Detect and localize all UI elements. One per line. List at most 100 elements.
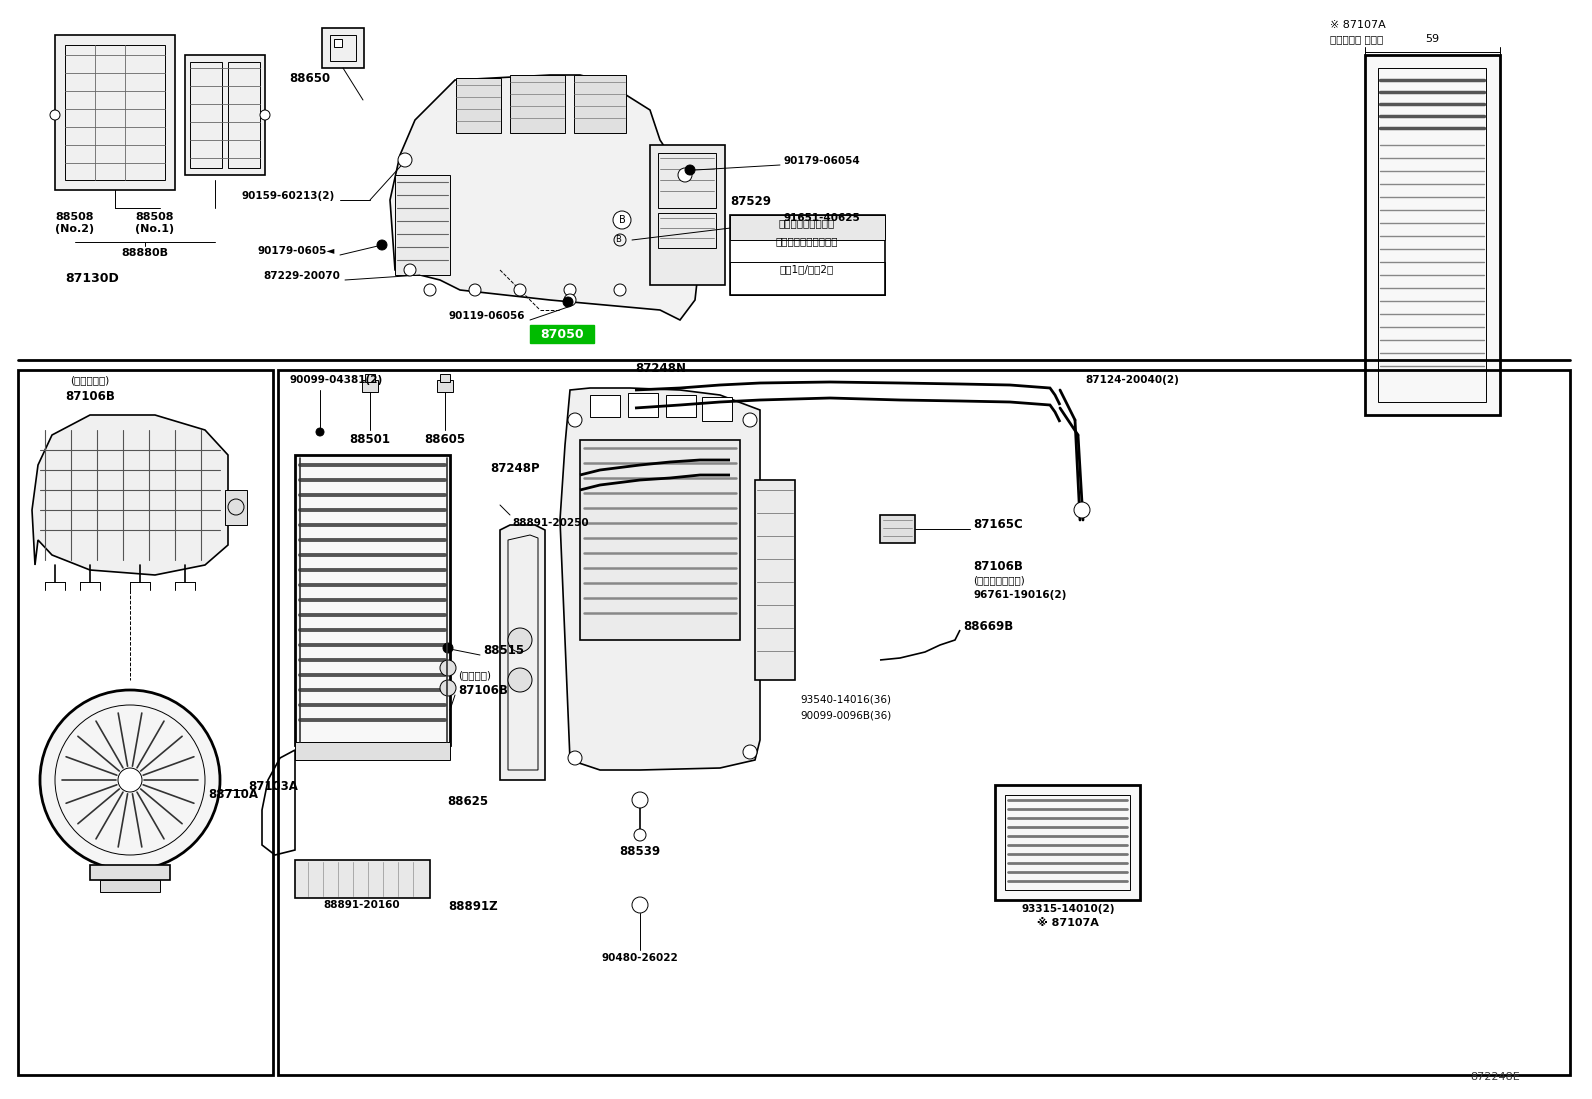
Circle shape	[404, 264, 416, 276]
Text: 88880B: 88880B	[121, 248, 169, 258]
Bar	[228, 62, 259, 168]
Text: 清掃1年/交換2年: 清掃1年/交換2年	[780, 264, 834, 274]
Text: 88508: 88508	[56, 212, 94, 222]
Bar	[579, 440, 740, 640]
Text: 88650: 88650	[290, 73, 331, 85]
Text: 90159-60213(2): 90159-60213(2)	[242, 191, 334, 201]
Circle shape	[634, 829, 646, 841]
Circle shape	[423, 284, 436, 296]
Circle shape	[508, 668, 532, 692]
Bar	[702, 397, 732, 421]
Circle shape	[632, 897, 648, 913]
Text: 91651-40625: 91651-40625	[783, 213, 860, 223]
Bar	[731, 262, 885, 295]
Text: 87165C: 87165C	[973, 519, 1022, 532]
Circle shape	[398, 153, 412, 167]
Circle shape	[678, 168, 693, 182]
Bar	[575, 75, 626, 133]
Text: 90119-06056: 90119-06056	[449, 311, 525, 321]
Text: (内外気切替): (内外気切替)	[70, 375, 110, 385]
Circle shape	[615, 284, 626, 296]
Text: 96761-19016(2): 96761-19016(2)	[973, 590, 1067, 600]
Bar	[509, 75, 565, 133]
Bar	[322, 27, 365, 68]
Bar	[100, 880, 161, 892]
Circle shape	[564, 297, 573, 307]
Bar	[455, 78, 501, 133]
Text: (No.2): (No.2)	[56, 224, 94, 234]
Circle shape	[49, 110, 60, 120]
Circle shape	[439, 660, 455, 676]
Circle shape	[632, 792, 648, 808]
Bar	[189, 62, 221, 168]
Text: 88501: 88501	[350, 433, 390, 446]
Text: 88605: 88605	[425, 433, 465, 446]
Circle shape	[564, 295, 576, 306]
Text: 90480-26022: 90480-26022	[602, 953, 678, 963]
Text: ※ 87107A: ※ 87107A	[1329, 20, 1385, 30]
Polygon shape	[32, 415, 228, 575]
Polygon shape	[500, 525, 544, 780]
Bar	[591, 395, 619, 417]
Text: (No.1): (No.1)	[135, 224, 175, 234]
Circle shape	[514, 284, 525, 296]
Circle shape	[743, 413, 758, 428]
Text: 88539: 88539	[619, 845, 661, 858]
Circle shape	[743, 745, 758, 759]
Text: カンレイチ ショク: カンレイチ ショク	[1329, 34, 1383, 44]
Text: 88669B: 88669B	[963, 620, 1013, 633]
Bar	[361, 380, 377, 392]
Bar	[185, 55, 264, 175]
Text: 87106B: 87106B	[973, 560, 1024, 573]
Polygon shape	[390, 75, 700, 320]
Text: 87248N: 87248N	[635, 362, 686, 375]
Circle shape	[685, 165, 696, 175]
Bar	[439, 374, 451, 382]
Text: 87106B: 87106B	[458, 684, 508, 697]
Text: B: B	[619, 215, 626, 225]
Text: B: B	[615, 235, 621, 244]
Bar	[365, 374, 376, 382]
Bar	[91, 865, 170, 880]
Text: 87130D: 87130D	[65, 271, 119, 285]
Text: 88508: 88508	[135, 212, 174, 222]
Text: 88891-20250: 88891-20250	[513, 518, 589, 528]
Text: (吹き出し口切替): (吹き出し口切替)	[973, 575, 1025, 585]
Text: 87050: 87050	[540, 329, 584, 342]
Text: 93540-14016(36): 93540-14016(36)	[801, 695, 892, 704]
Bar	[1364, 55, 1500, 415]
Circle shape	[118, 768, 142, 792]
Text: (温度調整): (温度調整)	[458, 670, 490, 680]
Bar	[731, 215, 885, 240]
Bar	[755, 480, 794, 680]
Text: エアコンディショナ: エアコンディショナ	[778, 218, 836, 227]
Text: 90179-0605◄: 90179-0605◄	[258, 246, 334, 256]
Text: クリーンエアフィルタ: クリーンエアフィルタ	[775, 236, 839, 246]
Text: 87103A: 87103A	[248, 779, 298, 792]
Text: 87248P: 87248P	[490, 462, 540, 475]
Text: 88515: 88515	[482, 644, 524, 657]
Text: 90179-06054: 90179-06054	[783, 156, 860, 166]
Circle shape	[377, 240, 387, 249]
Text: 90099-0096B(36): 90099-0096B(36)	[801, 710, 892, 720]
Bar	[657, 153, 716, 208]
Circle shape	[508, 628, 532, 652]
Bar	[657, 213, 716, 248]
Circle shape	[443, 643, 454, 653]
Bar	[1379, 68, 1485, 402]
Text: 87229-20070: 87229-20070	[263, 271, 341, 281]
Circle shape	[564, 284, 576, 296]
Bar	[330, 35, 357, 62]
Bar	[18, 370, 272, 1075]
Polygon shape	[560, 388, 759, 770]
Circle shape	[1075, 502, 1091, 518]
Circle shape	[470, 284, 481, 296]
Bar	[731, 215, 885, 295]
Bar	[295, 861, 430, 898]
Text: 90099-04381(2): 90099-04381(2)	[290, 375, 384, 385]
Bar	[279, 370, 1570, 1075]
Bar	[436, 380, 454, 392]
Bar	[295, 455, 451, 745]
Circle shape	[315, 428, 325, 436]
Circle shape	[568, 751, 583, 765]
